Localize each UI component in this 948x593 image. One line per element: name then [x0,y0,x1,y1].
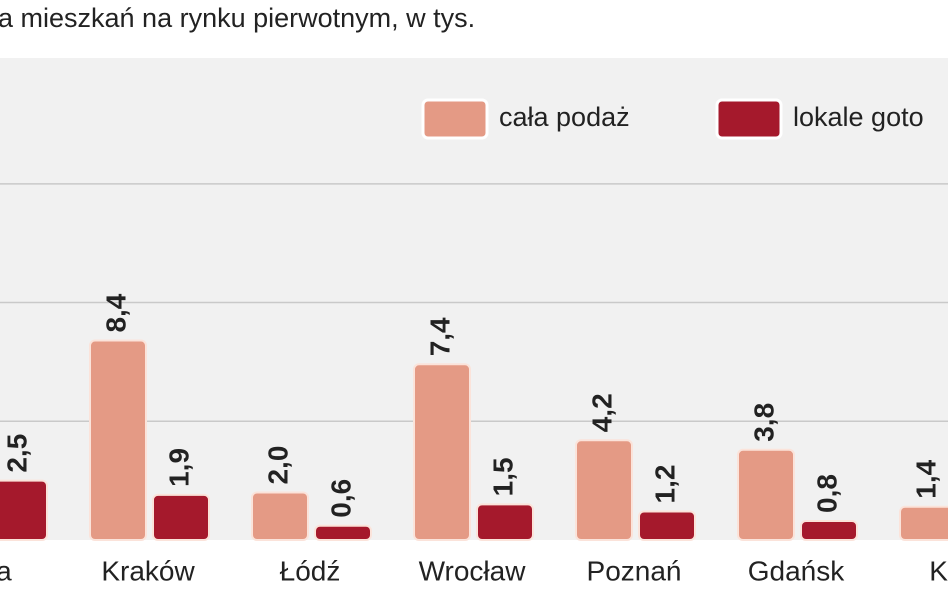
bar [0,479,48,541]
bar [575,439,633,541]
bar [737,448,795,542]
value-label: 1,5 [487,457,518,496]
legend-swatch [421,98,489,140]
value-label: 2,0 [262,446,293,485]
x-tick-label: Kato [929,555,948,586]
bar [800,520,858,542]
value-label: 0,6 [325,479,356,518]
bar [899,505,948,541]
x-tick-label: awa [0,555,12,586]
value-label: 1,9 [163,448,194,487]
bar [251,491,309,542]
value-label: 8,4 [100,293,131,332]
bar [89,339,147,541]
value-label: 4,2 [586,393,617,432]
x-tick-label: Poznań [587,555,682,586]
value-label: 7,4 [424,317,455,356]
legend-swatch [715,98,783,140]
bar [314,524,372,542]
x-tick-label: Wrocław [419,555,527,586]
bar [413,363,471,541]
legend-label: cała podaż [499,102,630,132]
x-tick-label: Kraków [101,555,195,586]
bar [476,503,534,542]
bar [152,493,210,541]
x-tick-label: Łódź [280,555,341,586]
legend-label: lokale goto [793,102,924,132]
value-label: 2,5 [1,434,32,473]
x-tick-label: Gdańsk [748,555,845,586]
value-label: 1,2 [649,465,680,504]
bar [638,510,696,541]
value-label: 3,8 [748,403,779,442]
value-label: 1,4 [910,459,941,498]
chart-title: a mieszkań na rynku pierwotnym, w tys. [0,3,475,33]
value-label: 0,8 [811,474,842,513]
